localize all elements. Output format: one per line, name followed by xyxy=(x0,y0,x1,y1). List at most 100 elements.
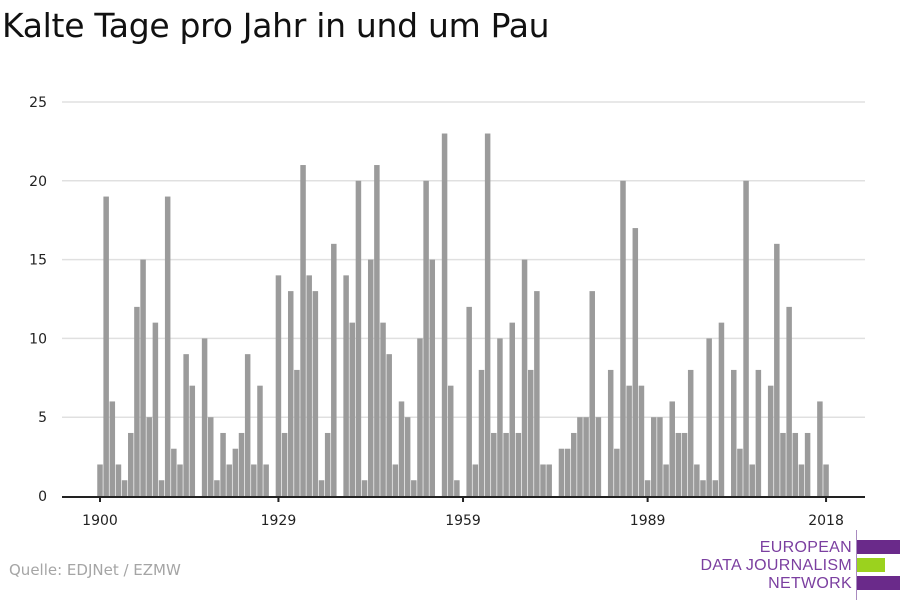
bar-2003 xyxy=(731,369,737,496)
x-tick-label: 1900 xyxy=(82,513,118,529)
bar-1930 xyxy=(281,432,288,496)
bar-1917 xyxy=(201,338,208,496)
bar-1922 xyxy=(232,448,239,496)
bar-1964 xyxy=(491,432,497,496)
bar-2017 xyxy=(817,401,823,496)
bar-1913 xyxy=(177,464,183,496)
bar-1998 xyxy=(700,480,706,496)
bar-1919 xyxy=(214,480,220,496)
bar-1995 xyxy=(681,432,688,496)
bar-1988 xyxy=(638,385,645,496)
bar-1951 xyxy=(411,480,417,496)
logo-bar-middle xyxy=(857,558,885,572)
y-tick-label: 0 xyxy=(38,489,47,505)
x-tick-label: 1929 xyxy=(261,513,297,529)
y-tick-label: 20 xyxy=(29,174,47,190)
bar-1980 xyxy=(589,291,595,496)
bar-1925 xyxy=(251,464,257,496)
bar-2000 xyxy=(712,480,719,496)
bar-1983 xyxy=(607,369,614,496)
bar-1947 xyxy=(386,354,392,496)
bar-1966 xyxy=(503,432,509,496)
bar-1997 xyxy=(694,464,700,496)
bar-2013 xyxy=(792,432,799,496)
bar-1960 xyxy=(466,306,472,496)
bar-1929 xyxy=(275,275,282,496)
bar-1903 xyxy=(115,464,122,496)
bar-1933 xyxy=(300,165,306,497)
bar-1970 xyxy=(527,369,534,496)
bar-1915 xyxy=(189,385,196,496)
bar-1990 xyxy=(651,417,657,496)
bar-1961 xyxy=(472,464,479,496)
y-axis-labels: 0 5 10 15 20 25 xyxy=(29,95,47,505)
bar-1950 xyxy=(404,417,411,496)
bar-1992 xyxy=(663,464,669,496)
bar-1923 xyxy=(238,432,245,496)
bar-1976 xyxy=(564,448,571,496)
bar-1900 xyxy=(97,464,103,496)
bar-1953 xyxy=(423,180,429,497)
bar-1905 xyxy=(128,432,134,496)
bar-1910 xyxy=(158,480,165,496)
bar-2009 xyxy=(767,385,774,496)
bar-1986 xyxy=(626,385,632,496)
bar-1963 xyxy=(484,133,491,496)
bar-1902 xyxy=(109,401,116,496)
logo-bar-bottom xyxy=(857,576,900,590)
bar-1989 xyxy=(644,480,651,496)
bar-1941 xyxy=(349,322,356,496)
bar-1996 xyxy=(687,369,694,496)
edjnet-logo: EUROPEAN DATA JOURNALISM NETWORK xyxy=(700,530,900,600)
bar-1901 xyxy=(103,196,109,496)
bar-1954 xyxy=(429,259,436,496)
x-tick-label: 1959 xyxy=(445,513,481,529)
bar-1909 xyxy=(152,322,159,496)
bar-1914 xyxy=(183,354,189,496)
bar-1943 xyxy=(361,480,368,496)
bar-1906 xyxy=(134,306,140,496)
bar-1957 xyxy=(447,385,454,496)
bar-1926 xyxy=(257,385,263,496)
bar-1965 xyxy=(497,338,503,496)
bar-1978 xyxy=(577,417,583,496)
bar-1921 xyxy=(226,464,232,496)
bar-1956 xyxy=(441,133,448,496)
bar-1912 xyxy=(171,448,177,496)
bar-2004 xyxy=(737,448,743,496)
bar-2012 xyxy=(786,306,792,496)
bar-1952 xyxy=(417,338,423,496)
bar-1967 xyxy=(509,322,515,496)
logo-bar-top xyxy=(857,540,900,554)
bar-1962 xyxy=(478,369,485,496)
bar-1993 xyxy=(669,401,675,496)
bar-1972 xyxy=(540,464,546,496)
bar-1938 xyxy=(331,243,337,496)
bar-1940 xyxy=(343,275,349,496)
bar-1994 xyxy=(675,432,682,496)
y-tick-label: 10 xyxy=(29,331,47,347)
bar-2001 xyxy=(718,322,725,496)
bar-1948 xyxy=(392,464,399,496)
bar-1973 xyxy=(546,464,552,496)
bar-1932 xyxy=(294,369,300,496)
bar-1985 xyxy=(620,180,626,497)
chart-title: Kalte Tage pro Jahr in und um Pau xyxy=(2,6,550,45)
bar-2007 xyxy=(755,369,762,496)
y-tick-label: 15 xyxy=(29,253,47,269)
bar-1918 xyxy=(208,417,214,496)
bar-2014 xyxy=(798,464,805,496)
logo-line-2: DATA JOURNALISM xyxy=(700,557,852,574)
bar-1907 xyxy=(140,259,146,496)
bar-2010 xyxy=(774,243,780,496)
bar-1924 xyxy=(244,354,251,496)
bar-1911 xyxy=(164,196,171,496)
y-tick-label: 5 xyxy=(38,410,47,426)
bar-1971 xyxy=(534,291,540,496)
logo-line-1: EUROPEAN xyxy=(759,539,852,556)
bar-1908 xyxy=(146,417,152,496)
bar-1991 xyxy=(657,417,663,496)
bar-1999 xyxy=(706,338,712,496)
source-note: Quelle: EDJNet / EZMW xyxy=(9,561,181,579)
